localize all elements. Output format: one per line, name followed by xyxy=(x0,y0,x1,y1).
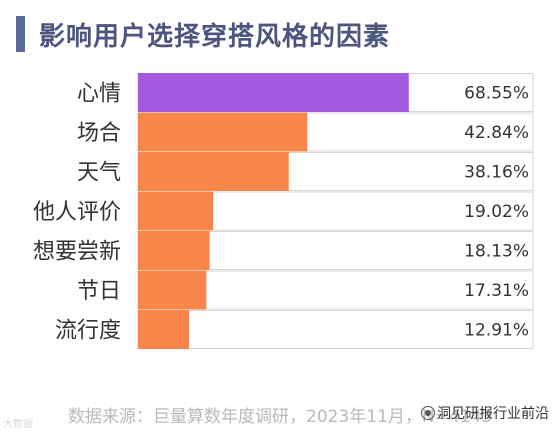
category-label: 场合 xyxy=(77,121,121,146)
category-label: 节日 xyxy=(77,279,121,304)
category-label: 他人评价 xyxy=(33,200,121,225)
bar xyxy=(138,270,207,310)
bar-track xyxy=(137,310,534,349)
value-label: 17.31% xyxy=(464,281,529,301)
value-label: 42.84% xyxy=(464,123,529,143)
watermark-left: 大数据 xyxy=(3,419,33,430)
category-label: 心情 xyxy=(77,82,121,107)
value-label: 19.02% xyxy=(464,202,529,222)
title-accent-bar xyxy=(16,16,25,52)
category-label: 想要尝新 xyxy=(33,240,121,265)
bar xyxy=(138,112,308,152)
value-label: 18.13% xyxy=(464,242,529,262)
chart-title: 影响用户选择穿搭风格的因素 xyxy=(39,21,391,52)
chart-title-group: 影响用户选择穿搭风格的因素 xyxy=(16,14,390,54)
bar xyxy=(138,152,289,191)
category-label: 流行度 xyxy=(55,319,121,344)
watermark-logo-icon xyxy=(421,406,435,420)
value-label: 68.55% xyxy=(464,84,529,104)
source-note: 数据来源：巨量算数年度调研，2023年11月，N=4143 xyxy=(68,407,493,427)
watermark-right: 洞见研报行业前沿 xyxy=(421,403,549,423)
value-label: 12.91% xyxy=(464,321,529,341)
bar xyxy=(138,310,189,349)
watermark-right-text: 洞见研报行业前沿 xyxy=(437,406,549,422)
bar xyxy=(138,191,214,231)
bar xyxy=(138,73,409,112)
category-label: 天气 xyxy=(77,161,121,186)
bar xyxy=(138,231,210,270)
bar-chart: 心情 68.55% 场合 42.84% 天气 38.16% 他人评价 19.02% 想要尝新 18… xyxy=(33,73,534,349)
value-label: 38.16% xyxy=(464,163,529,183)
